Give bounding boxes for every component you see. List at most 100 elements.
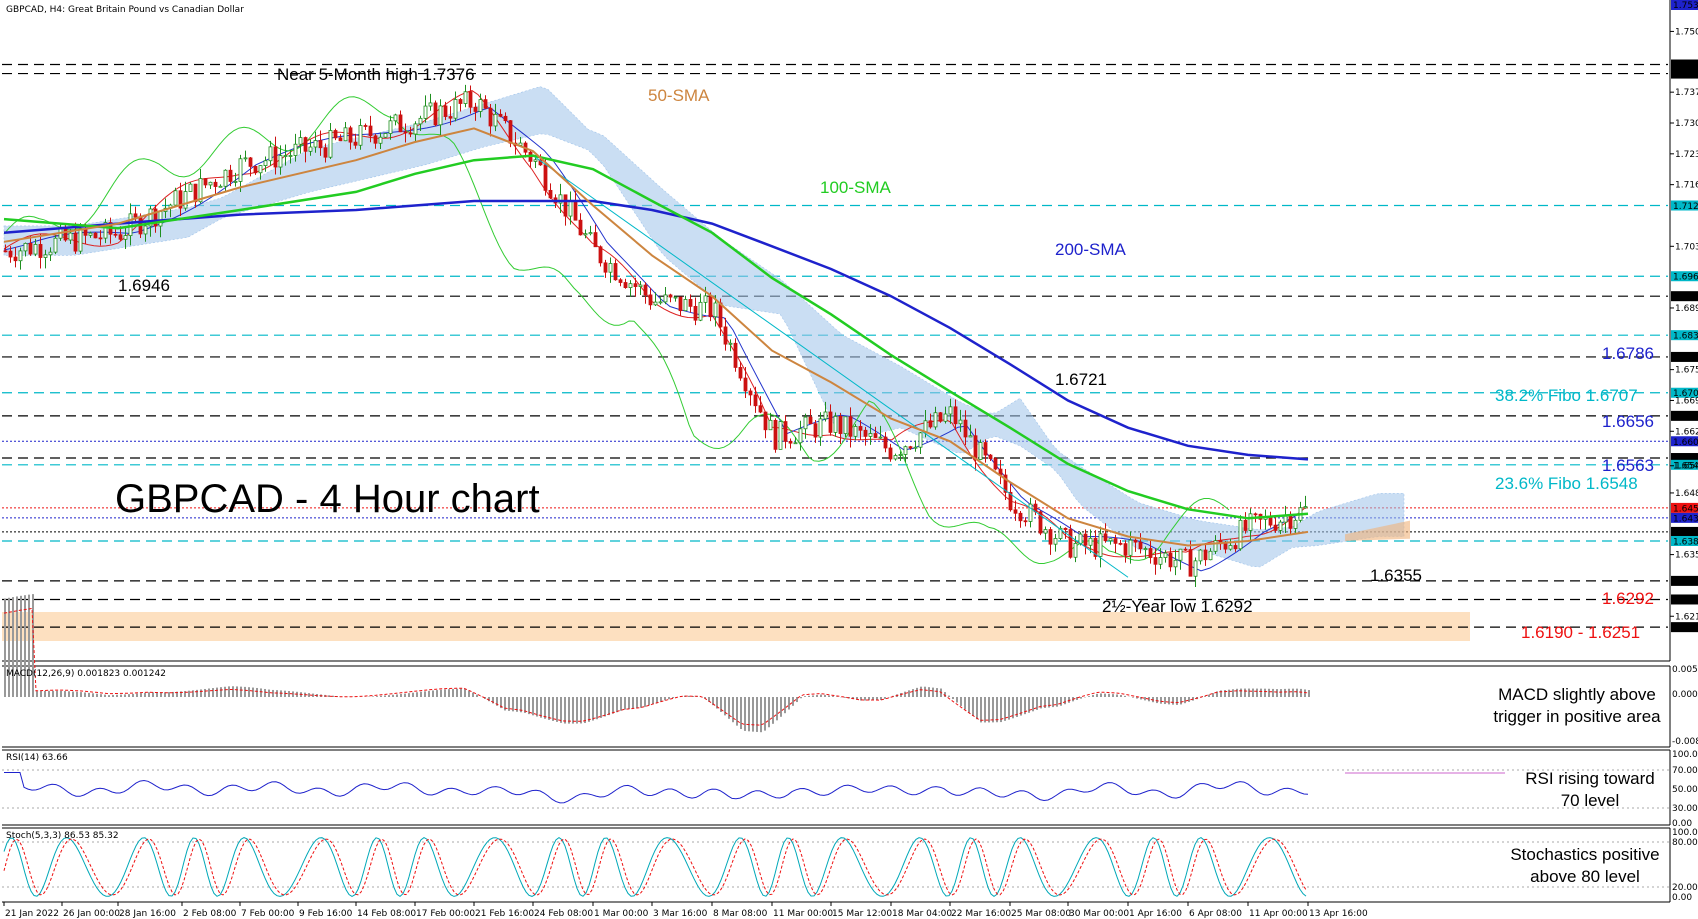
- macd-bar: [560, 697, 562, 723]
- annotation-year-low: 2½-Year low 1.6292: [1102, 597, 1253, 616]
- candle-body: [778, 421, 783, 450]
- macd-bar: [712, 697, 714, 706]
- macd-bar: [864, 697, 866, 701]
- candle-body: [343, 127, 348, 142]
- macd-bar: [672, 697, 674, 699]
- candle-body: [413, 123, 418, 135]
- macd-bar: [1212, 693, 1214, 697]
- macd-bar: [1228, 689, 1230, 697]
- macd-bar: [212, 688, 214, 697]
- candle-body: [458, 99, 463, 104]
- candle-body: [643, 284, 648, 296]
- macd-bar: [4, 598, 6, 697]
- macd-bar: [1172, 697, 1174, 705]
- macd-bar: [648, 697, 650, 706]
- macd-bar: [784, 697, 786, 714]
- macd-panel: MACD(12,26,9) 0.001823 0.001242 0.005441…: [2, 594, 1698, 748]
- macd-bar: [440, 689, 442, 697]
- macd-bar: [152, 692, 154, 697]
- candle-body: [1068, 529, 1073, 558]
- candle-body: [13, 256, 18, 262]
- macd-bar: [432, 690, 434, 697]
- time-tick-label: 3 Mar 16:00: [653, 909, 708, 919]
- candle-body: [408, 132, 413, 135]
- candle-body: [1038, 511, 1043, 534]
- macd-bar: [204, 688, 206, 697]
- time-tick-label: 25 Mar 08:00: [1011, 909, 1071, 919]
- candle-body: [1133, 539, 1138, 543]
- macd-bar: [844, 697, 846, 698]
- macd-bar: [436, 690, 438, 697]
- top-price-badge-text: 1.75330: [1673, 1, 1698, 11]
- macd-bar: [912, 689, 914, 697]
- macd-bar: [1136, 697, 1138, 699]
- macd-bar: [772, 697, 774, 724]
- candle-body: [918, 432, 923, 448]
- candle-body: [568, 200, 573, 217]
- macd-bar: [384, 695, 386, 697]
- macd-bar: [264, 688, 266, 697]
- candle-body: [438, 105, 443, 126]
- candle-body: [1173, 559, 1178, 568]
- annotation-high: Near 5-Month high 1.7376: [277, 65, 475, 84]
- candle-body: [218, 185, 223, 188]
- macd-bar: [564, 697, 566, 724]
- macd-bar: [396, 694, 398, 697]
- macd-bar: [1260, 688, 1262, 697]
- price-tick-label: 1.72340: [1675, 150, 1698, 160]
- candle-body: [468, 91, 473, 108]
- candle-body: [493, 113, 498, 127]
- level-badge: [1671, 575, 1698, 586]
- candle-body: [1198, 549, 1203, 562]
- candle-body: [708, 295, 713, 318]
- price-tick-label: 1.73700: [1675, 88, 1698, 98]
- level-badge-text: 1.67070: [1673, 389, 1698, 399]
- stoch-tick-80: 80.00: [1672, 838, 1698, 848]
- level-badge: [1671, 351, 1698, 362]
- macd-bar: [824, 694, 826, 697]
- macd-bar: [500, 697, 502, 709]
- time-tick-label: 30 Mar 00:00: [1069, 909, 1129, 919]
- annotation-16292: 1.6292: [1602, 589, 1654, 608]
- macd-bar: [76, 691, 78, 697]
- time-tick-label: 1 Mar 00:00: [594, 909, 649, 919]
- macd-bar: [760, 697, 762, 733]
- price-tick-label: 1.66900: [1675, 396, 1698, 406]
- macd-bar: [1164, 697, 1166, 705]
- top-price-badge: [1671, 0, 1698, 10]
- candle-body: [1003, 474, 1008, 493]
- macd-bar: [720, 697, 722, 712]
- rsi-panel: RSI(14) 63.66 100.00 70.00 50.00 30.00 0…: [2, 749, 1698, 829]
- price-tick-label: 1.62140: [1675, 612, 1698, 622]
- macd-bar: [20, 595, 22, 697]
- macd-bar: [464, 688, 466, 697]
- candle-body: [683, 299, 688, 312]
- level-badge: [1671, 594, 1698, 605]
- macd-bar: [536, 697, 538, 717]
- candle-body: [428, 102, 433, 107]
- macd-bar: [956, 697, 958, 703]
- macd-bar: [88, 692, 90, 697]
- candle-body: [673, 296, 678, 299]
- macd-bar: [232, 686, 234, 697]
- level-badge: [1671, 291, 1698, 302]
- macd-bar: [788, 697, 790, 710]
- macd-bar: [60, 690, 62, 697]
- macd-bar: [1300, 688, 1302, 697]
- level-badge: [1671, 68, 1698, 79]
- candle-body: [403, 131, 408, 134]
- macd-bar: [252, 687, 254, 697]
- candle-body: [348, 127, 353, 143]
- macd-bar: [376, 696, 378, 697]
- candle-body: [508, 120, 513, 144]
- macd-bar: [780, 697, 782, 717]
- macd-bar: [220, 687, 222, 697]
- macd-bar: [952, 697, 954, 700]
- candle-body: [463, 91, 468, 104]
- candle-body: [908, 446, 913, 449]
- rsi-note-line1: RSI rising toward: [1525, 769, 1654, 788]
- time-tick-label: 6 Apr 08:00: [1189, 909, 1242, 919]
- candle-body: [848, 416, 853, 437]
- candle-body: [738, 367, 743, 379]
- candle-body: [898, 454, 903, 456]
